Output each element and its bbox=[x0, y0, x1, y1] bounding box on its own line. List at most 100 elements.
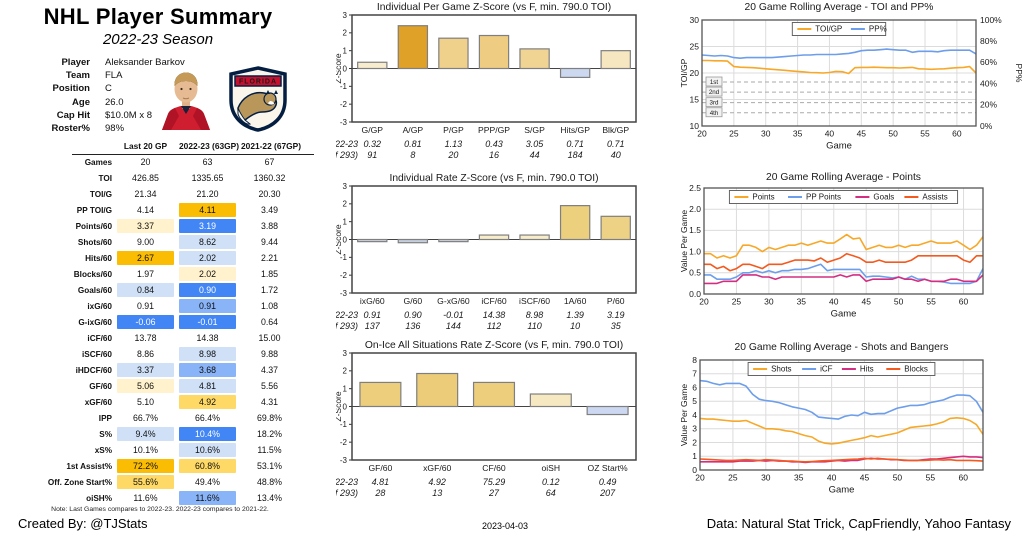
svg-text:0.43: 0.43 bbox=[485, 139, 503, 149]
svg-text:25: 25 bbox=[732, 297, 742, 307]
info-row: Team FLA bbox=[30, 69, 185, 82]
info-row: Cap Hit $10.0M x 8 bbox=[30, 109, 185, 122]
svg-text:35: 35 bbox=[794, 473, 804, 483]
table-row: xS% 10.1% 10.6% 11.5% bbox=[18, 442, 310, 458]
svg-text:55: 55 bbox=[926, 297, 936, 307]
table-cell: 9.4% bbox=[117, 427, 174, 441]
table-cell: 0.91 bbox=[179, 299, 236, 313]
svg-text:8.98: 8.98 bbox=[526, 310, 544, 320]
svg-text:-0.01: -0.01 bbox=[443, 310, 464, 320]
row-label: S% bbox=[99, 429, 112, 439]
info-row: Position C bbox=[30, 82, 185, 95]
table-cell: 0.84 bbox=[117, 283, 174, 297]
svg-text:40: 40 bbox=[825, 129, 835, 139]
footer-credit: Created By: @TJStats bbox=[18, 516, 148, 531]
table-row: Blocks/60 1.97 2.02 1.85 bbox=[18, 266, 310, 282]
table-cell: 11.5% bbox=[257, 445, 282, 455]
svg-text:1.39: 1.39 bbox=[566, 310, 584, 320]
table-cell: 9.88 bbox=[260, 349, 279, 359]
svg-text:PP%: PP% bbox=[1014, 64, 1023, 83]
svg-text:3: 3 bbox=[343, 349, 348, 358]
row-label: 1st Assist% bbox=[66, 461, 112, 471]
footer-sources: Data: Natural Stat Trick, CapFriendly, Y… bbox=[706, 516, 1011, 531]
svg-text:45: 45 bbox=[861, 297, 871, 307]
svg-text:60: 60 bbox=[959, 473, 969, 483]
table-row: Points/60 3.37 3.19 3.88 bbox=[18, 218, 310, 234]
svg-text:Hits: Hits bbox=[860, 365, 874, 374]
svg-text:Assists: Assists bbox=[922, 193, 947, 202]
header-divider bbox=[72, 153, 314, 155]
table-cell: 5.06 bbox=[117, 379, 174, 393]
table-row: Off. Zone Start% 55.6% 49.4% 48.8% bbox=[18, 474, 310, 490]
table-cell: 13.4% bbox=[257, 493, 282, 503]
row-label: xS% bbox=[94, 445, 112, 455]
svg-text:Shots: Shots bbox=[771, 365, 791, 374]
svg-text:45: 45 bbox=[857, 129, 867, 139]
table-row: PP TOI/G 4.14 4.11 3.49 bbox=[18, 202, 310, 218]
table-cell: 20.30 bbox=[258, 189, 281, 199]
svg-text:25: 25 bbox=[690, 41, 700, 51]
info-value: Aleksander Barkov bbox=[105, 57, 185, 69]
svg-text:-3: -3 bbox=[340, 118, 348, 127]
stats-table-header: Last 20 GP 2022-23 (63GP) 2021-22 (67GP) bbox=[18, 138, 310, 154]
table-cell: 67 bbox=[264, 157, 275, 167]
svg-text:50: 50 bbox=[893, 473, 903, 483]
svg-text:35: 35 bbox=[611, 321, 622, 331]
info-row: Roster% 98% bbox=[30, 122, 185, 135]
table-row: iSCF/60 8.86 8.98 9.88 bbox=[18, 346, 310, 362]
table-cell: 21.20 bbox=[196, 189, 219, 199]
svg-text:On-Ice All Situations Rate Z-S: On-Ice All Situations Rate Z-Score (vs F… bbox=[365, 340, 623, 351]
svg-text:GF/60: GF/60 bbox=[368, 463, 392, 473]
svg-text:iCF: iCF bbox=[820, 365, 833, 374]
rolling-average-charts-column: 20 Game Rolling Average - TOI and PP% 1st… bbox=[679, 0, 1023, 539]
svg-text:50: 50 bbox=[894, 297, 904, 307]
svg-text:80%: 80% bbox=[980, 36, 997, 46]
row-label: Goals/60 bbox=[77, 285, 112, 295]
row-label: G-ixG/60 bbox=[78, 317, 112, 327]
svg-text:CF/60: CF/60 bbox=[482, 463, 506, 473]
svg-text:10: 10 bbox=[690, 121, 700, 131]
svg-text:4.81: 4.81 bbox=[372, 477, 390, 487]
row-label: IPP bbox=[98, 413, 112, 423]
table-cell: 55.6% bbox=[117, 475, 174, 489]
svg-text:Goals: Goals bbox=[873, 193, 894, 202]
svg-text:OZ Start%: OZ Start% bbox=[588, 463, 628, 473]
svg-text:xGF/60: xGF/60 bbox=[423, 463, 451, 473]
table-row: S% 9.4% 10.4% 18.2% bbox=[18, 426, 310, 442]
svg-text:1: 1 bbox=[343, 384, 348, 393]
table-cell: 1360.32 bbox=[253, 173, 286, 183]
info-row: Player Aleksander Barkov bbox=[30, 56, 185, 69]
table-cell: 0.64 bbox=[260, 317, 279, 327]
table-cell: 4.31 bbox=[260, 397, 279, 407]
svg-text:20 Game Rolling Average - Shot: 20 Game Rolling Average - Shots and Bang… bbox=[735, 342, 949, 353]
table-cell: 1.72 bbox=[260, 285, 279, 295]
svg-text:3: 3 bbox=[692, 424, 697, 434]
svg-text:2: 2 bbox=[343, 200, 348, 209]
table-cell: -0.06 bbox=[117, 315, 174, 329]
svg-text:30: 30 bbox=[690, 15, 700, 25]
svg-text:2.5: 2.5 bbox=[689, 183, 701, 193]
svg-text:136: 136 bbox=[405, 321, 420, 331]
svg-text:0.49: 0.49 bbox=[599, 477, 617, 487]
svg-text:20 Game Rolling Average - TOI: 20 Game Rolling Average - TOI and PP% bbox=[745, 2, 934, 13]
row-label: Off. Zone Start% bbox=[47, 477, 112, 487]
svg-text:207: 207 bbox=[599, 488, 616, 498]
svg-text:2022-23: 2022-23 bbox=[336, 139, 358, 149]
svg-text:G-xG/60: G-xG/60 bbox=[437, 296, 470, 306]
table-cell: 4.92 bbox=[179, 395, 236, 409]
chart-rolling-shots-bangers: 20 Game Rolling Average - Shots and Bang… bbox=[679, 340, 1023, 503]
table-note: Note: Last Games compares to 2022-23. 20… bbox=[51, 506, 269, 513]
column-header-2021-22: 2021-22 (67GP) bbox=[241, 141, 302, 151]
svg-text:25: 25 bbox=[728, 473, 738, 483]
svg-text:1.0: 1.0 bbox=[689, 246, 701, 256]
row-label: iHDCF/60 bbox=[75, 365, 112, 375]
svg-text:TOI/GP: TOI/GP bbox=[680, 58, 689, 87]
svg-text:PP%: PP% bbox=[869, 25, 887, 34]
svg-text:0.12: 0.12 bbox=[542, 477, 560, 487]
svg-text:0.5: 0.5 bbox=[689, 268, 701, 278]
svg-text:2022-23: 2022-23 bbox=[336, 477, 358, 487]
table-row: IPP 66.7% 66.4% 69.8% bbox=[18, 410, 310, 426]
table-cell: 4.81 bbox=[179, 379, 236, 393]
page-subtitle: 2022-23 Season bbox=[102, 31, 214, 48]
svg-text:-1: -1 bbox=[340, 253, 348, 262]
